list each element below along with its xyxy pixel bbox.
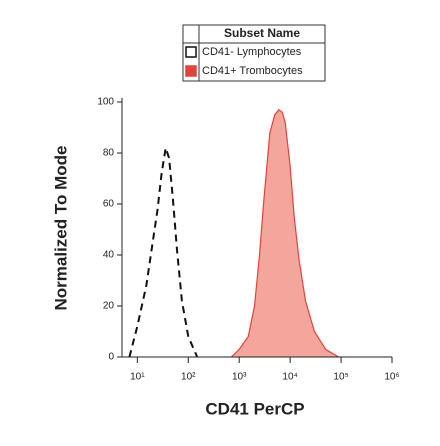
x-tick-label: 10² [181,372,196,383]
y-tick-label: 80 [103,148,115,159]
y-tick-label: 20 [103,301,115,312]
x-axis-title: CD41 PerCP [205,399,304,418]
x-tick-label: 10⁵ [333,372,348,383]
x-tick-label: 10⁴ [282,372,297,383]
y-tick-label: 40 [103,250,115,261]
y-tick-label: 0 [108,352,114,363]
legend-swatch [185,65,197,77]
x-tick-label: 10⁶ [384,372,399,383]
y-tick-label: 60 [103,199,115,210]
x-tick-label: 10³ [232,372,247,383]
legend-swatch [185,46,197,58]
legend-label: CD41+ Trombocytes [202,65,303,77]
histogram-line [128,147,199,358]
legend-title: Subset Name [224,26,300,40]
histogram-line [230,108,340,358]
y-axis-title: Normalized To Mode [51,146,70,311]
legend-label: CD41- Lymphocytes [202,46,302,58]
y-tick-label: 100 [97,97,114,108]
x-tick-label: 10¹ [130,372,145,383]
legend-box [182,24,326,82]
legend: Subset Name [182,24,326,82]
